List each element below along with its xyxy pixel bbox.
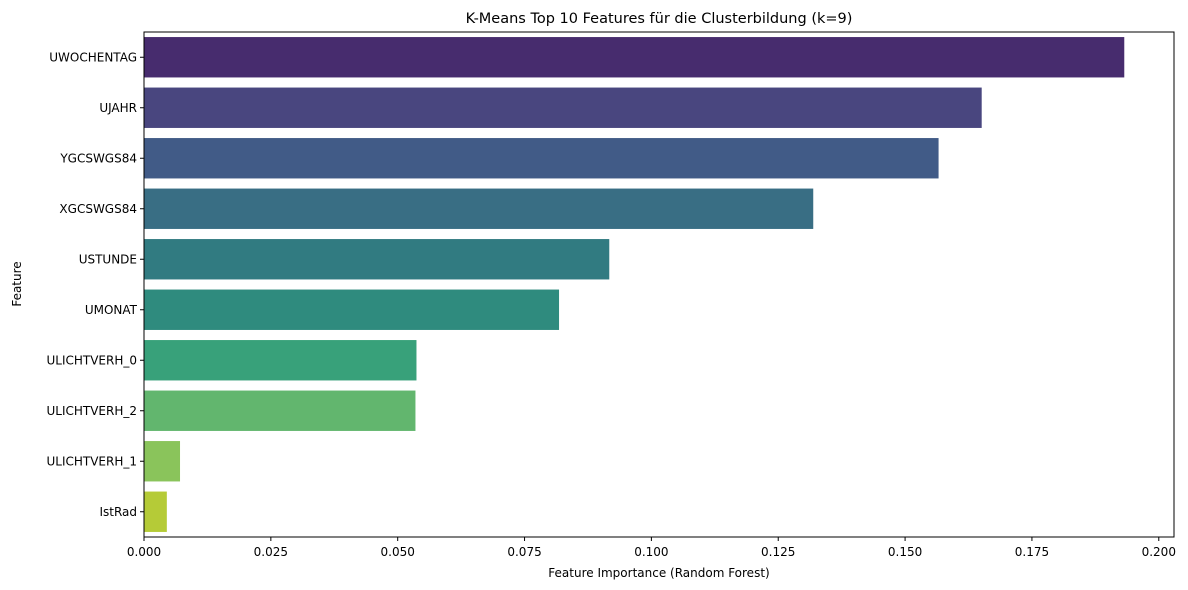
plot-frame bbox=[143, 31, 1175, 538]
bar-xgcswgs84 bbox=[144, 188, 814, 229]
y-tick-label: UJAHR bbox=[99, 101, 137, 115]
x-tick-label: 0.050 bbox=[381, 545, 415, 559]
bar-ulichtverh-1 bbox=[144, 441, 181, 482]
y-tick-label: ULICHTVERH_0 bbox=[46, 353, 137, 367]
bar-ustunde bbox=[144, 239, 610, 280]
x-tick-label: 0.175 bbox=[1015, 545, 1049, 559]
bar-istrad bbox=[144, 491, 167, 532]
y-tick-label: ULICHTVERH_2 bbox=[46, 404, 137, 418]
y-tick-label: USTUNDE bbox=[79, 252, 137, 266]
bar-ulichtverh-0 bbox=[144, 340, 417, 381]
bar-umonat bbox=[144, 289, 560, 330]
bar-uwochentag bbox=[144, 37, 1125, 78]
x-axis-title: Feature Importance (Random Forest) bbox=[548, 566, 769, 580]
x-tick-label: 0.000 bbox=[127, 545, 161, 559]
x-tick-label: 0.075 bbox=[507, 545, 541, 559]
chart-title: K-Means Top 10 Features für die Clusterb… bbox=[466, 11, 853, 27]
bars-group bbox=[144, 37, 1125, 532]
bar-ulichtverh-2 bbox=[144, 390, 416, 431]
y-tick-label: XGCSWGS84 bbox=[59, 202, 137, 216]
x-tick-label: 0.025 bbox=[254, 545, 288, 559]
x-tick-label: 0.100 bbox=[634, 545, 668, 559]
y-tick-label: UMONAT bbox=[85, 303, 138, 317]
x-tick-label: 0.125 bbox=[761, 545, 795, 559]
x-tick-label: 0.200 bbox=[1142, 545, 1176, 559]
bar-ygcswgs84 bbox=[144, 138, 939, 179]
y-tick-label: UWOCHENTAG bbox=[49, 50, 137, 64]
y-tick-label: ULICHTVERH_1 bbox=[46, 454, 137, 468]
y-tick-labels: UWOCHENTAG UJAHR YGCSWGS84 XGCSWGS84 USTUNDE… bbox=[46, 50, 144, 519]
y-tick-label: IstRad bbox=[99, 505, 137, 519]
y-tick-label: YGCSWGS84 bbox=[59, 151, 137, 165]
y-axis-title: Feature bbox=[10, 261, 24, 306]
bar-ujahr bbox=[144, 87, 982, 128]
x-tick-label: 0.150 bbox=[888, 545, 922, 559]
x-ticks: 0.000 0.025 0.050 0.075 0.100 0.125 0.150 0.175… bbox=[127, 537, 1176, 559]
